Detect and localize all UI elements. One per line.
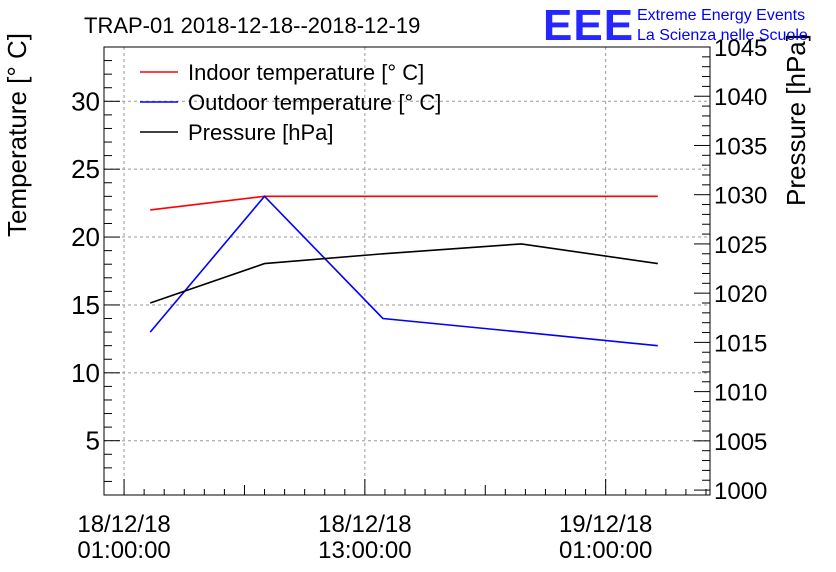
x-tick-label-time: 01:00:00 <box>559 537 652 564</box>
right-tick-label: 1030 <box>714 183 767 210</box>
logo-line2: La Scienza nelle Scuole <box>637 27 808 44</box>
grid <box>104 47 710 495</box>
left-tick-label: 10 <box>71 358 100 388</box>
x-tick-label-time: 01:00:00 <box>77 537 170 564</box>
series-line-1 <box>150 195 658 211</box>
x-tick-label-date: 18/12/18 <box>77 511 170 538</box>
right-tick-label: 1005 <box>714 429 767 456</box>
left-tick-label: 20 <box>71 222 100 252</box>
legend: Indoor temperature [° C] Outdoor temperat… <box>140 60 441 145</box>
right-tick-label: 1010 <box>714 380 767 407</box>
right-tick-label: 1025 <box>714 232 767 259</box>
x-tick-label-date: 18/12/18 <box>318 511 411 538</box>
series-line-3 <box>149 243 658 304</box>
legend-label: Outdoor temperature [° C] <box>188 90 441 115</box>
left-axis-label: Temperature [° C] <box>2 33 32 237</box>
logo: EEE Extreme Energy Events La Scienza nel… <box>543 1 808 50</box>
legend-label: Pressure [hPa] <box>188 120 334 145</box>
right-tick-label: 1020 <box>714 281 767 308</box>
right-tick-label: 1035 <box>714 133 767 160</box>
x-tick-label-date: 19/12/18 <box>559 511 652 538</box>
right-axis-label: Pressure [hPa] <box>781 34 811 206</box>
series-line-2 <box>149 195 658 347</box>
bottom-axis: 18/12/1801:00:0018/12/1813:00:0019/12/18… <box>77 479 707 564</box>
chart-title: TRAP-01 2018-12-18--2018-12-19 <box>84 13 420 38</box>
logo-line1: Extreme Energy Events <box>637 7 805 24</box>
right-tick-label: 1000 <box>714 478 767 505</box>
left-axis: 5 10 15 20 25 30 <box>71 46 120 496</box>
left-tick-label: 15 <box>71 290 100 320</box>
x-tick-label-time: 13:00:00 <box>318 537 411 564</box>
right-axis: 1000 1005 1010 1015 1020 1025 1030 1035 1040 1045 <box>694 35 767 505</box>
right-tick-label: 1015 <box>714 330 767 357</box>
left-tick-label: 5 <box>86 426 100 456</box>
right-tick-label: 1040 <box>714 84 767 111</box>
left-tick-label: 30 <box>71 86 100 116</box>
right-tick-label: 1045 <box>714 35 767 62</box>
plot-frame <box>103 46 711 496</box>
series-layer <box>149 195 658 347</box>
logo-mark: EEE <box>543 1 634 50</box>
left-tick-label: 25 <box>71 154 100 184</box>
legend-label: Indoor temperature [° C] <box>188 60 424 85</box>
